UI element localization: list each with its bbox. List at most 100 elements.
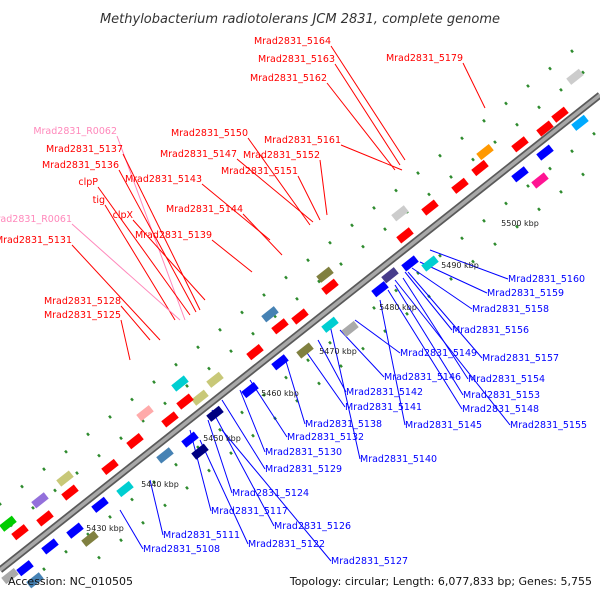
tick-label: 5500 kbp: [501, 219, 539, 228]
forward-gene-label[interactable]: Mrad2831_5147: [160, 149, 237, 160]
guide-dot: [218, 427, 222, 432]
label-leader: [304, 349, 346, 408]
guide-dot: [306, 358, 310, 363]
label-leader: [119, 509, 144, 550]
guide-dot: [526, 84, 530, 88]
guide-dot: [207, 366, 211, 371]
forward-gene-mark: [511, 136, 529, 153]
reverse-gene-label[interactable]: Mrad2831_5154: [468, 374, 545, 385]
reverse-gene-mark: [401, 255, 419, 272]
reverse-gene-mark: [421, 255, 439, 272]
forward-gene-label[interactable]: Mrad2831_5152: [243, 150, 320, 161]
label-leader: [71, 244, 161, 341]
guide-dot: [185, 486, 189, 490]
forward-gene-mark: [171, 375, 189, 392]
forward-gene-label[interactable]: Mrad2831_5137: [46, 144, 123, 155]
reverse-gene-label[interactable]: Mrad2831_5142: [346, 387, 423, 398]
guide-dot: [438, 153, 442, 158]
reverse-gene-label[interactable]: Mrad2831_5153: [463, 390, 540, 401]
reverse-gene-label[interactable]: Mrad2831_5158: [472, 304, 549, 315]
reverse-gene-label[interactable]: Mrad2831_5155: [510, 420, 587, 431]
reverse-gene-label[interactable]: Mrad2831_5130: [265, 447, 342, 458]
forward-gene-mark: [291, 308, 309, 325]
guide-dot: [361, 244, 365, 249]
reverse-gene-label[interactable]: Mrad2831_5127: [331, 556, 408, 567]
guide-dot: [108, 414, 112, 419]
guide-dot: [328, 240, 332, 245]
forward-gene-label[interactable]: Mrad2831_R0061: [0, 214, 72, 225]
reverse-gene-label[interactable]: Mrad2831_5160: [508, 274, 585, 285]
label-leader: [387, 289, 463, 410]
forward-gene-label[interactable]: Mrad2831_5128: [44, 296, 121, 307]
label-leader: [211, 239, 253, 273]
forward-gene-mark: [321, 278, 339, 295]
guide-dot: [581, 70, 585, 75]
guide-dot: [493, 242, 497, 247]
guide-dot: [163, 401, 167, 406]
forward-gene-label[interactable]: Mrad2831_R0062: [33, 126, 117, 137]
guide-dot: [493, 140, 497, 145]
guide-dot: [394, 188, 398, 193]
reverse-gene-label[interactable]: Mrad2831_5117: [211, 506, 288, 517]
forward-gene-label[interactable]: Mrad2831_5161: [264, 135, 341, 146]
forward-gene-label[interactable]: tig: [93, 195, 105, 206]
reverse-gene-label[interactable]: Mrad2831_5122: [248, 539, 325, 550]
guide-dot: [449, 175, 453, 179]
reverse-gene-label[interactable]: Mrad2831_5148: [462, 404, 539, 415]
forward-gene-mark: [206, 371, 224, 388]
forward-gene-label[interactable]: Mrad2831_5163: [258, 54, 335, 65]
guide-dot: [229, 349, 233, 354]
guide-dot: [64, 449, 68, 454]
guide-dot: [284, 275, 288, 280]
guide-dot: [295, 296, 299, 301]
label-leader: [340, 144, 403, 171]
guide-dot: [130, 497, 134, 502]
reverse-gene-label[interactable]: Mrad2831_5138: [305, 419, 382, 430]
forward-gene-label[interactable]: Mrad2831_5164: [254, 36, 331, 47]
guide-dot: [42, 567, 46, 572]
label-leader: [326, 82, 396, 171]
forward-gene-label[interactable]: Mrad2831_5144: [166, 204, 243, 215]
guide-dot: [185, 384, 189, 388]
forward-gene-label[interactable]: Mrad2831_5125: [44, 310, 121, 321]
reverse-gene-label[interactable]: Mrad2831_5108: [143, 544, 220, 555]
guide-dot: [526, 184, 530, 188]
reverse-gene-label[interactable]: Mrad2831_5157: [482, 353, 559, 364]
guide-dot: [317, 279, 321, 284]
reverse-gene-mark: [511, 166, 529, 183]
reverse-gene-label[interactable]: Mrad2831_5124: [232, 488, 309, 499]
label-leader: [429, 249, 509, 280]
reverse-gene-label[interactable]: Mrad2831_5141: [345, 402, 422, 413]
forward-gene-label[interactable]: Mrad2831_5179: [386, 53, 463, 64]
reverse-gene-label[interactable]: Mrad2831_5149: [400, 348, 477, 359]
forward-gene-label[interactable]: Mrad2831_5162: [250, 73, 327, 84]
reverse-gene-mark: [156, 447, 174, 464]
reverse-gene-label[interactable]: Mrad2831_5145: [405, 420, 482, 431]
reverse-gene-label[interactable]: Mrad2831_5111: [163, 530, 240, 541]
reverse-gene-label[interactable]: Mrad2831_5126: [274, 521, 351, 532]
forward-gene-label[interactable]: Mrad2831_5139: [135, 230, 212, 241]
guide-dot: [460, 136, 464, 141]
label-leader: [379, 299, 406, 426]
forward-gene-label[interactable]: Mrad2831_5150: [171, 128, 248, 139]
label-leader: [242, 213, 283, 256]
forward-gene-label[interactable]: Mrad2831_5136: [42, 160, 119, 171]
forward-gene-mark: [566, 68, 584, 85]
forward-gene-mark: [61, 484, 79, 501]
reverse-gene-label[interactable]: Mrad2831_5140: [360, 454, 437, 465]
forward-gene-label[interactable]: Mrad2831_5131: [0, 235, 72, 246]
guide-dot: [97, 453, 101, 458]
reverse-gene-label[interactable]: Mrad2831_5159: [487, 288, 564, 299]
guide-dot: [97, 555, 101, 560]
reverse-gene-label[interactable]: Mrad2831_5156: [452, 325, 529, 336]
forward-gene-label[interactable]: Mrad2831_5151: [221, 166, 298, 177]
forward-gene-mark: [126, 433, 144, 450]
forward-gene-label[interactable]: clpP: [78, 177, 98, 188]
reverse-gene-label[interactable]: Mrad2831_5146: [384, 372, 461, 383]
reverse-gene-label[interactable]: Mrad2831_5129: [265, 464, 342, 475]
label-leader: [221, 399, 266, 470]
forward-gene-label[interactable]: clpX: [113, 210, 134, 221]
guide-dot: [174, 362, 178, 367]
forward-gene-label[interactable]: Mrad2831_5143: [125, 174, 202, 185]
reverse-gene-label[interactable]: Mrad2831_5132: [287, 432, 364, 443]
